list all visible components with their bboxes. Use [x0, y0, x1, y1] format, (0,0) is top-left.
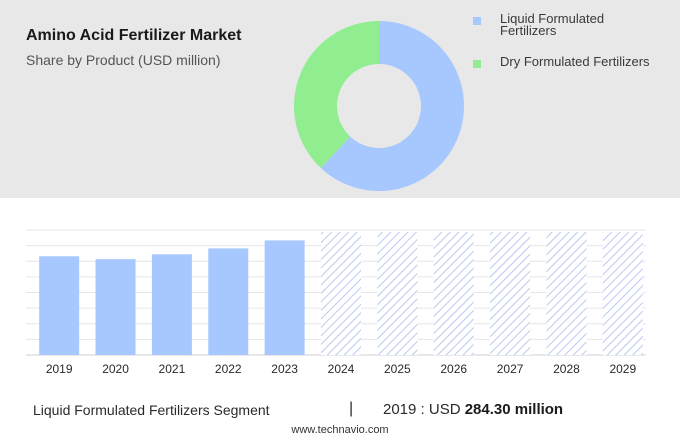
bar-forecast-2025 — [377, 232, 418, 355]
chart-title: Amino Acid Fertilizer Market — [26, 27, 242, 44]
donut-slice-dry — [294, 21, 379, 168]
footer-value-prefix: 2019 : USD — [383, 401, 461, 418]
bar-2023 — [264, 240, 305, 355]
x-tick-label-2020: 2020 — [102, 362, 129, 376]
bar-2021 — [151, 254, 192, 355]
footer-separator: | — [349, 400, 354, 417]
bar-chart: 2019 2020 2021 2022 2023 2024 2025 2026 2027 2028… — [26, 229, 646, 376]
bar-2020 — [95, 259, 136, 355]
x-tick-label-2027: 2027 — [497, 362, 524, 376]
x-tick-label-2025: 2025 — [384, 362, 411, 376]
x-tick-label-2029: 2029 — [609, 362, 636, 376]
bar-forecast-2024 — [321, 232, 361, 355]
footer-value-amount: 284.30 million — [464, 401, 564, 418]
legend-label-dry: Dry Formulated Fertilizers — [500, 54, 650, 69]
bar-forecast-2026 — [433, 232, 474, 355]
legend-swatch-dry — [473, 60, 481, 68]
x-tick-label-2026: 2026 — [440, 362, 467, 376]
bar-forecast-2028 — [546, 232, 587, 355]
x-tick-label-2021: 2021 — [159, 362, 186, 376]
x-tick-label-2022: 2022 — [215, 362, 242, 376]
chart-subtitle: Share by Product (USD million) — [26, 52, 221, 68]
x-tick-label-2024: 2024 — [328, 362, 355, 376]
legend-label-liquid: Liquid Formulated Fertilizers — [500, 11, 605, 38]
x-tick-label-2019: 2019 — [46, 362, 73, 376]
top-panel: Amino Acid Fertilizer Market Share by Pr… — [0, 0, 680, 198]
bar-2022 — [208, 248, 249, 355]
x-tick-label-2023: 2023 — [271, 362, 298, 376]
donut-slice-liquid — [320, 21, 464, 191]
bar-forecast-2027 — [490, 232, 531, 355]
footer-source: www.technavio.com — [291, 424, 389, 436]
donut-chart — [294, 21, 464, 191]
bar-2019 — [39, 256, 80, 355]
legend-swatch-liquid — [473, 17, 481, 25]
footer-segment-label: Liquid Formulated Fertilizers Segment — [33, 402, 270, 418]
bar-forecast-2029 — [602, 232, 643, 355]
footer-value: 2019 : USD 284.30 million — [383, 401, 563, 418]
x-tick-label-2028: 2028 — [553, 362, 580, 376]
